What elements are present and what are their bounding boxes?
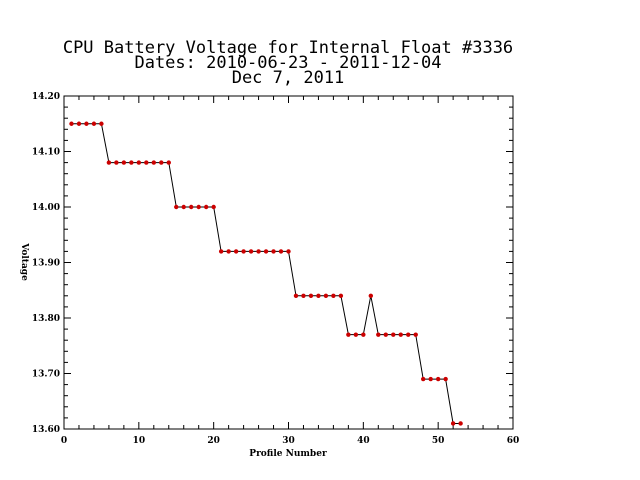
y-tick-label: 14.20 — [32, 92, 60, 102]
data-point — [233, 249, 239, 254]
chart-title: CPU Battery Voltage for Internal Float #… — [63, 38, 513, 88]
data-point — [428, 376, 433, 382]
data-point — [353, 332, 359, 337]
x-tick-label: 0 — [61, 436, 67, 446]
x-tick-label: 30 — [282, 436, 295, 446]
data-point — [218, 249, 224, 254]
data-point — [256, 249, 261, 254]
title-line-3: Dec 7, 2011 — [232, 68, 345, 88]
x-tick-label: 50 — [432, 436, 445, 446]
data-point — [226, 249, 231, 254]
data-point — [174, 204, 179, 210]
data-point — [241, 249, 246, 254]
y-tick-labels: 13.60 13.70 13.80 13.90 14.00 14.10 14.20 — [32, 92, 60, 435]
data-point — [263, 249, 269, 254]
data-point — [293, 293, 299, 298]
y-tick-label: 14.10 — [32, 148, 60, 158]
data-point — [129, 160, 134, 165]
data-point — [391, 332, 396, 337]
data-point — [323, 293, 329, 298]
data-point — [136, 160, 142, 165]
x-tick-label: 40 — [357, 436, 370, 446]
data-point — [196, 204, 201, 210]
data-point — [346, 332, 351, 337]
data-point — [398, 332, 403, 337]
data-point — [166, 160, 171, 165]
data-point — [383, 332, 388, 337]
title-line-1: CPU Battery Voltage for Internal Float #… — [63, 38, 513, 58]
data-point — [376, 332, 381, 337]
y-tick-label: 13.60 — [32, 425, 60, 435]
data-point — [308, 293, 314, 298]
data-point — [114, 160, 119, 165]
data-point — [301, 293, 306, 298]
data-point — [76, 121, 82, 126]
data-point — [278, 249, 284, 254]
x-tick-label: 10 — [133, 436, 146, 446]
voltage-series-line — [71, 123, 461, 424]
data-point — [368, 293, 374, 298]
data-point — [413, 332, 418, 337]
data-point — [99, 121, 104, 126]
x-tick-label: 60 — [507, 436, 520, 446]
title-line-2: Dates: 2010-06-23 - 2011-12-04 — [134, 53, 441, 73]
y-tick-label: 13.70 — [32, 370, 60, 380]
data-point — [443, 376, 448, 382]
data-point — [203, 204, 209, 210]
x-axis-label: Profile Number — [249, 449, 327, 459]
data-point — [316, 293, 321, 298]
data-point — [331, 293, 336, 298]
data-point — [211, 204, 216, 210]
data-point — [91, 121, 97, 126]
data-point — [450, 421, 456, 426]
data-point — [361, 332, 366, 337]
data-point — [406, 332, 411, 337]
data-point — [69, 121, 74, 126]
data-point — [181, 204, 186, 210]
y-tick-label: 13.80 — [32, 314, 60, 324]
data-point — [189, 204, 194, 210]
x-tick-labels: 0 10 20 30 40 50 60 — [61, 436, 519, 446]
data-point — [338, 293, 344, 298]
x-tick-label: 20 — [207, 436, 220, 446]
data-point — [421, 376, 426, 382]
axis-ticks — [63, 95, 514, 430]
data-point — [248, 249, 254, 254]
data-point — [159, 160, 164, 165]
data-point — [271, 249, 276, 254]
data-point — [458, 421, 463, 426]
data-point — [144, 160, 149, 165]
data-point — [121, 160, 127, 165]
y-tick-label: 13.90 — [32, 259, 60, 269]
data-point — [106, 160, 112, 165]
data-point — [435, 376, 441, 382]
data-point — [151, 160, 156, 165]
y-axis-label: Voltage — [19, 242, 29, 281]
data-point — [286, 249, 291, 254]
y-tick-label: 14.00 — [32, 203, 60, 213]
data-point — [84, 121, 89, 126]
voltage-markers — [69, 121, 463, 426]
